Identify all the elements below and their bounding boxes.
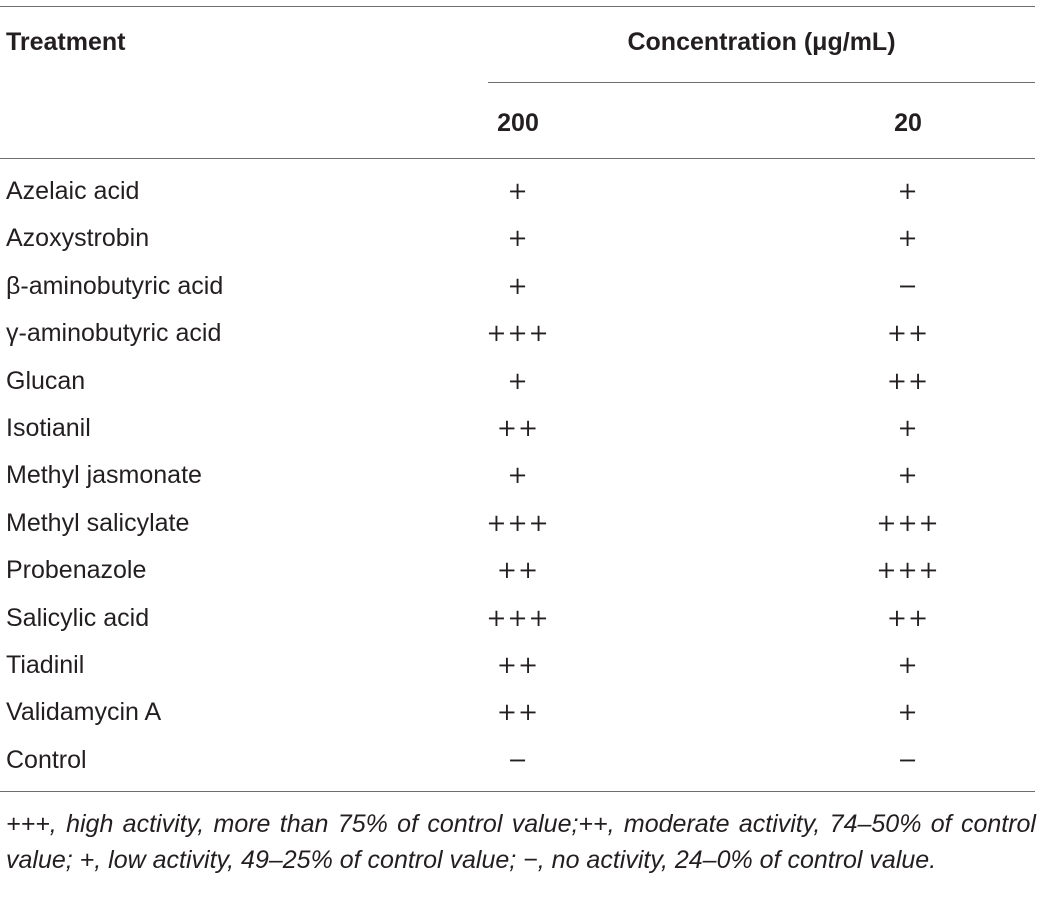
treatment-cell: Glucan xyxy=(6,366,86,395)
treatment-cell: Azelaic acid xyxy=(6,177,140,205)
treatment-cell: Salicylic acid xyxy=(6,603,150,632)
value-200-cell: ++ xyxy=(496,556,540,585)
value-200-cell: ++ xyxy=(496,413,540,442)
treatment-cell: Tiadinil xyxy=(6,650,85,679)
treatment-cell: Isotianil xyxy=(6,413,91,442)
value-20-cell: + xyxy=(897,224,919,253)
treatment-cell: Methyl salicylate xyxy=(6,508,190,537)
header-col-20: 20 xyxy=(894,109,922,137)
value-200-cell: + xyxy=(507,271,529,300)
value-200-cell: +++ xyxy=(486,508,550,537)
treatment-cell: Methyl jasmonate xyxy=(6,461,202,490)
value-20-cell: ++ xyxy=(886,603,930,632)
table-row: Salicylic acid +++ ++ xyxy=(0,597,1043,644)
table-top-rule xyxy=(0,6,1035,7)
table-bottom-rule xyxy=(0,791,1035,792)
value-200-cell: +++ xyxy=(486,603,550,632)
value-20-cell: + xyxy=(897,698,919,727)
value-200-cell: +++ xyxy=(486,319,550,348)
treatment-cell: Control xyxy=(6,745,87,774)
treatment-cell: Azoxystrobin xyxy=(6,224,150,253)
table-row: Probenazole ++ +++ xyxy=(0,549,1043,596)
header-treatment: Treatment xyxy=(6,28,126,56)
table-row: Control − − xyxy=(0,739,1043,786)
value-20-cell: ++ xyxy=(886,366,930,395)
treatment-cell: Probenazole xyxy=(6,556,147,585)
table-row: Azoxystrobin + + xyxy=(0,217,1043,264)
value-200-cell: − xyxy=(507,745,529,774)
table-row: Validamycin A ++ + xyxy=(0,691,1043,738)
value-200-cell: ++ xyxy=(496,650,540,679)
table-row: Azelaic acid + + xyxy=(0,170,1043,217)
table-row: Isotianil ++ + xyxy=(0,407,1043,454)
header-bottom-rule xyxy=(0,158,1035,159)
value-20-cell: ++ xyxy=(886,319,930,348)
table-row: γ-aminobutyric acid +++ ++ xyxy=(0,312,1043,359)
value-20-cell: +++ xyxy=(876,556,940,585)
value-200-cell: + xyxy=(507,461,529,490)
value-20-cell: + xyxy=(897,461,919,490)
table-row: Tiadinil ++ + xyxy=(0,644,1043,691)
table-row: Methyl jasmonate + + xyxy=(0,454,1043,501)
table-row: β-aminobutyric acid + − xyxy=(0,265,1043,312)
value-20-cell: + xyxy=(897,650,919,679)
value-200-cell: + xyxy=(507,177,529,205)
value-200-cell: ++ xyxy=(496,698,540,727)
table-footnote: +++, high activity, more than 75% of con… xyxy=(6,810,1036,874)
table-body: Azelaic acid + + Azoxystrobin + + β-amin… xyxy=(0,170,1043,786)
value-20-cell: + xyxy=(897,413,919,442)
treatment-cell: Validamycin A xyxy=(6,698,162,727)
value-20-cell: − xyxy=(897,745,919,774)
value-200-cell: + xyxy=(507,224,529,253)
value-200-cell: + xyxy=(507,366,529,395)
header-concentration: Concentration (μg/mL) xyxy=(627,28,896,56)
treatment-cell: γ-aminobutyric acid xyxy=(6,319,222,348)
value-20-cell: +++ xyxy=(876,508,940,537)
value-20-cell: − xyxy=(897,271,919,300)
table-row: Glucan + ++ xyxy=(0,360,1043,407)
value-20-cell: + xyxy=(897,177,919,205)
table-row: Methyl salicylate +++ +++ xyxy=(0,502,1043,549)
treatment-cell: β-aminobutyric acid xyxy=(6,271,224,300)
header-col-200: 200 xyxy=(497,109,539,137)
concentration-subheader-rule xyxy=(488,82,1035,83)
